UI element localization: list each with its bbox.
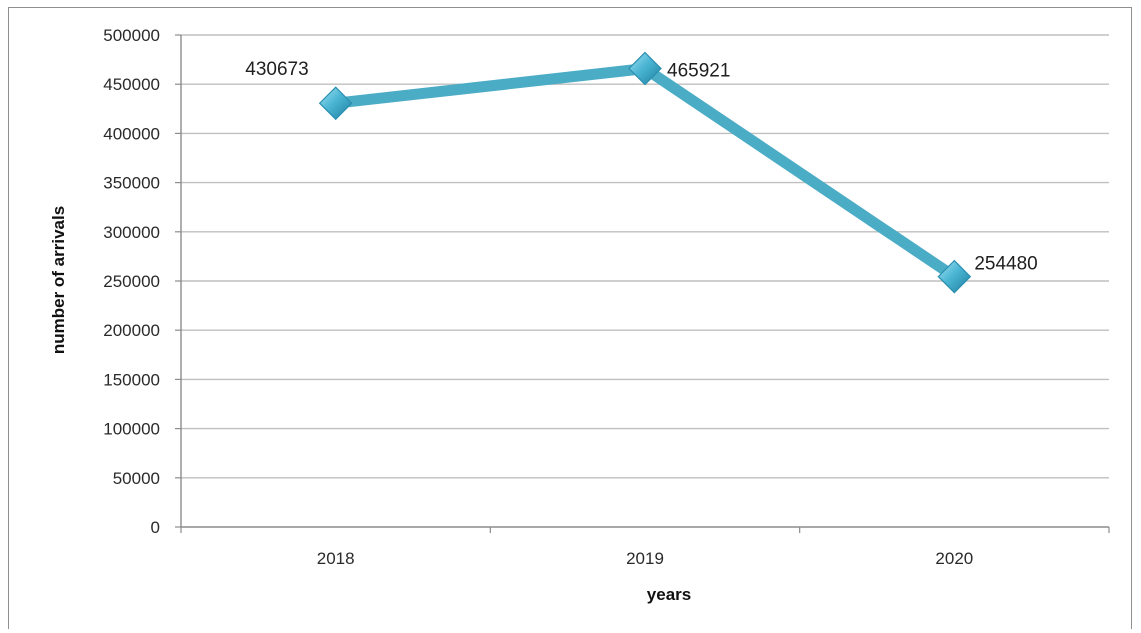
y-tick-label: 150000 — [103, 370, 160, 389]
x-tick-label: 2018 — [317, 549, 355, 568]
y-axis-title: number of arrivals — [49, 206, 68, 354]
data-series — [318, 51, 972, 294]
data-label: 465921 — [667, 61, 730, 82]
x-tick-label: 2020 — [935, 549, 973, 568]
x-axis-title: years — [647, 585, 691, 604]
gridlines — [181, 34, 1109, 479]
data-point-marker — [318, 86, 353, 121]
y-tick-label: 50000 — [113, 469, 160, 488]
y-tick-label: 400000 — [103, 124, 160, 143]
y-tick-label: 350000 — [103, 174, 160, 193]
y-tick-label: 500000 — [103, 26, 160, 45]
y-tick-label: 100000 — [103, 420, 160, 439]
data-label: 254480 — [974, 254, 1037, 275]
data-point-marker — [937, 259, 972, 294]
y-tick-label: 0 — [151, 518, 160, 537]
x-tick-labels: 2018 2019 2020 — [317, 549, 973, 568]
y-tick-labels: 0 50000 100000 150000 200000 250000 300000 3500… — [103, 26, 160, 537]
data-point-marker — [628, 51, 662, 86]
y-tick-label: 300000 — [103, 223, 160, 242]
y-tick-label: 450000 — [103, 75, 160, 94]
data-label: 430673 — [245, 59, 308, 80]
chart-frame — [8, 7, 1132, 629]
data-labels: 430673 465921 254480 — [245, 59, 1037, 274]
series-line — [330, 63, 960, 283]
x-tick-label: 2019 — [626, 549, 664, 568]
axes — [175, 34, 1110, 533]
y-tick-label: 250000 — [103, 272, 160, 291]
y-tick-label: 200000 — [103, 321, 160, 340]
